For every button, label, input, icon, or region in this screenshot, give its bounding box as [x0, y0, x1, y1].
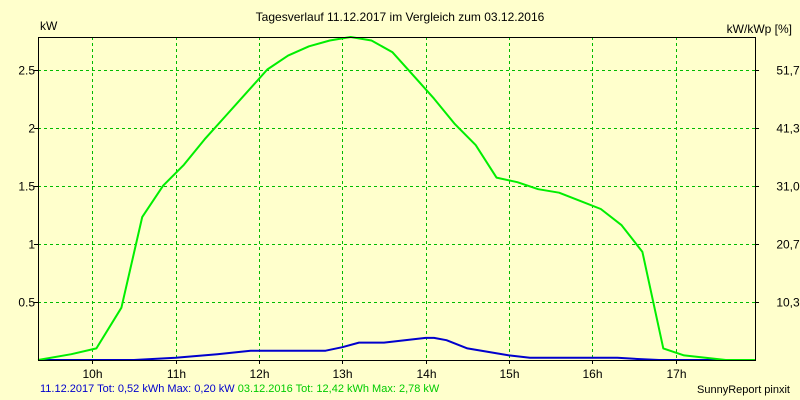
x-tick-label: 17h	[666, 367, 686, 381]
footer-summary: 11.12.2017 Tot: 0,52 kWh Max: 0,20 kW 03…	[40, 383, 439, 395]
plot-frame	[38, 37, 756, 361]
x-tick-label: 11h	[167, 367, 186, 381]
y-tick-label-right: 20,7	[776, 238, 800, 252]
y-tick-label-right: 31,0	[776, 180, 800, 194]
x-tick-label: 15h	[499, 367, 519, 381]
plot-area	[38, 37, 755, 360]
x-tick-label: 13h	[332, 367, 352, 381]
y-tick-label-right: 41,3	[776, 122, 800, 136]
credit-text: SunnyReport pinxit	[697, 384, 790, 396]
tick-labels: 10h 11h 12h 13h 14h 15h 16h 17h 0.5 10,3 1 20,7 1.5 3…	[18, 64, 800, 382]
axes	[34, 37, 759, 364]
y-axis-unit-left: kW	[40, 19, 58, 33]
series2-summary: 03.12.2016 Tot: 12,42 kWh Max: 2,78 kW	[237, 383, 440, 395]
y-tick-label-left: 2	[28, 122, 35, 136]
x-tick-label: 10h	[82, 367, 102, 381]
y-tick-label-left: 0.5	[18, 296, 35, 310]
y-tick-label-right: 10,3	[776, 296, 800, 310]
series-lines	[37, 36, 755, 361]
y-tick-label-left: 1.5	[18, 180, 35, 194]
chart-title: Tagesverlauf 11.12.2017 im Vergleich zum…	[255, 10, 545, 24]
y-tick-label-right: 51,7	[776, 64, 800, 78]
series-line-2	[37, 36, 755, 361]
series1-summary: 11.12.2017 Tot: 0,52 kWh Max: 0,20 kW	[40, 383, 235, 395]
y-tick-label-left: 2.5	[18, 64, 35, 78]
y-axis-unit-right: kW/kWp [%]	[726, 22, 792, 36]
x-tick-label: 16h	[582, 367, 602, 381]
x-tick-label: 14h	[416, 367, 436, 381]
series-line-1	[38, 336, 755, 361]
x-tick-label: 12h	[249, 367, 269, 381]
y-tick-label-left: 1	[28, 238, 35, 252]
